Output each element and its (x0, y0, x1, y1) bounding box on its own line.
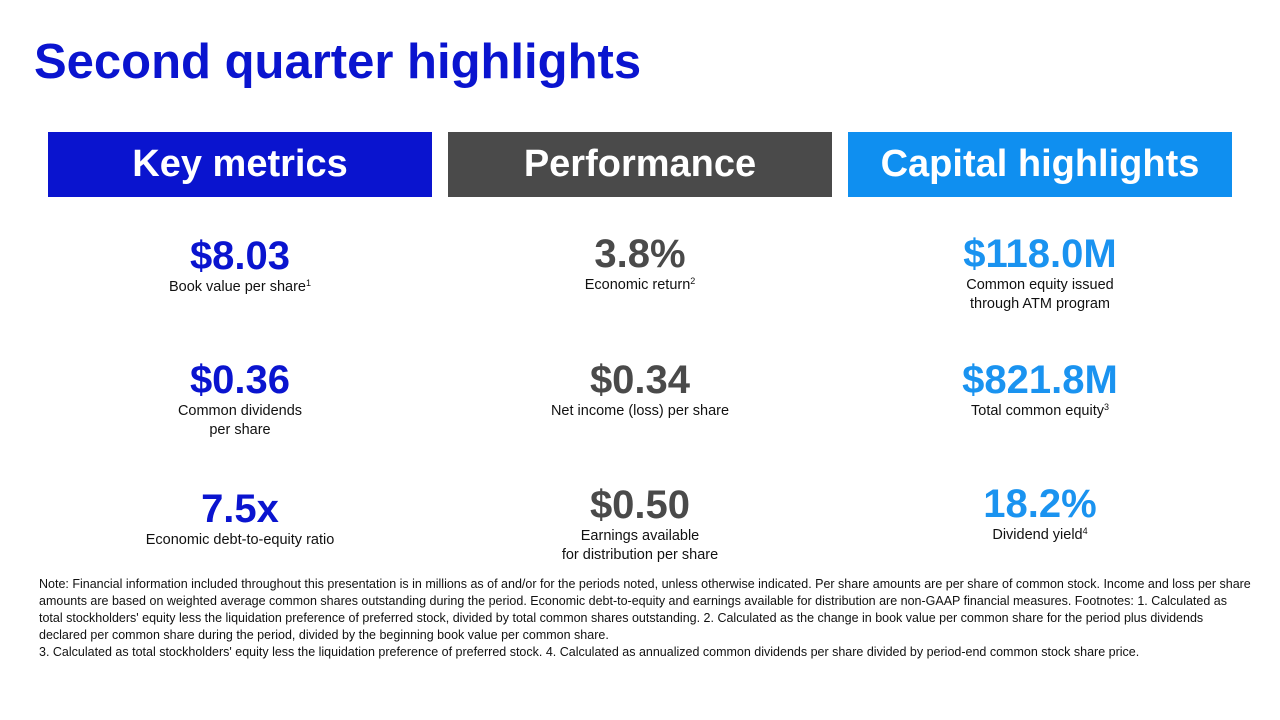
key-metrics-header: Key metrics (48, 132, 432, 197)
metric-value: $821.8M (962, 358, 1118, 402)
metric-value: 7.5x (201, 487, 279, 531)
metric-value: $0.50 (589, 483, 691, 527)
metric-label: Dividend yield4 (992, 526, 1088, 544)
book-value-metric: $8.03 Book value per share1 (48, 234, 432, 297)
metric-value: 3.8% (594, 232, 686, 276)
total-common-equity-metric: $821.8M Total common equity3 (848, 358, 1232, 421)
metric-label: Common dividends per share (177, 403, 303, 438)
metric-label: Total common equity3 (971, 402, 1109, 420)
metric-label: Net income (loss) per share (550, 403, 730, 419)
metric-label: Economic debt-to-equity ratio (145, 532, 335, 548)
metric-label: Book value per share1 (168, 278, 312, 296)
footnote-paragraph: Note: Financial information included thr… (39, 577, 1251, 642)
capital-highlights-header-label: Capital highlights (880, 143, 1200, 185)
debt-to-equity-metric: 7.5x Economic debt-to-equity ratio (48, 487, 432, 550)
metric-label: Earnings available for distribution per s… (561, 528, 719, 563)
footnote-text: Note: Financial information included thr… (39, 576, 1254, 661)
footnote-paragraph: 3. Calculated as total stockholders' equ… (39, 645, 1140, 659)
metric-label: Economic return2 (584, 276, 696, 294)
performance-header-label: Performance (523, 143, 757, 185)
key-metrics-header-label: Key metrics (132, 143, 348, 185)
footnote-marker: 2 (690, 276, 696, 286)
footnote-marker: 1 (306, 278, 312, 288)
capital-highlights-header: Capital highlights (848, 132, 1232, 197)
net-income-metric: $0.34 Net income (loss) per share (448, 358, 832, 421)
footnote-marker: 3 (1103, 402, 1109, 412)
metric-value: $0.36 (189, 358, 291, 402)
metric-label: Common equity issued through ATM program (966, 277, 1114, 312)
dividend-yield-metric: 18.2% Dividend yield4 (848, 482, 1232, 545)
metric-value: 18.2% (983, 482, 1097, 526)
common-equity-issued-metric: $118.0M Common equity issued through ATM … (848, 232, 1232, 314)
metric-value: $8.03 (189, 234, 291, 278)
page-title: Second quarter highlights (34, 35, 642, 89)
performance-header: Performance (448, 132, 832, 197)
metric-value: $0.34 (589, 358, 691, 402)
economic-return-metric: 3.8% Economic return2 (448, 232, 832, 295)
footnote-marker: 4 (1082, 526, 1088, 536)
common-dividends-metric: $0.36 Common dividends per share (48, 358, 432, 440)
metric-value: $118.0M (963, 232, 1117, 276)
earnings-available-metric: $0.50 Earnings available for distribution… (448, 483, 832, 565)
